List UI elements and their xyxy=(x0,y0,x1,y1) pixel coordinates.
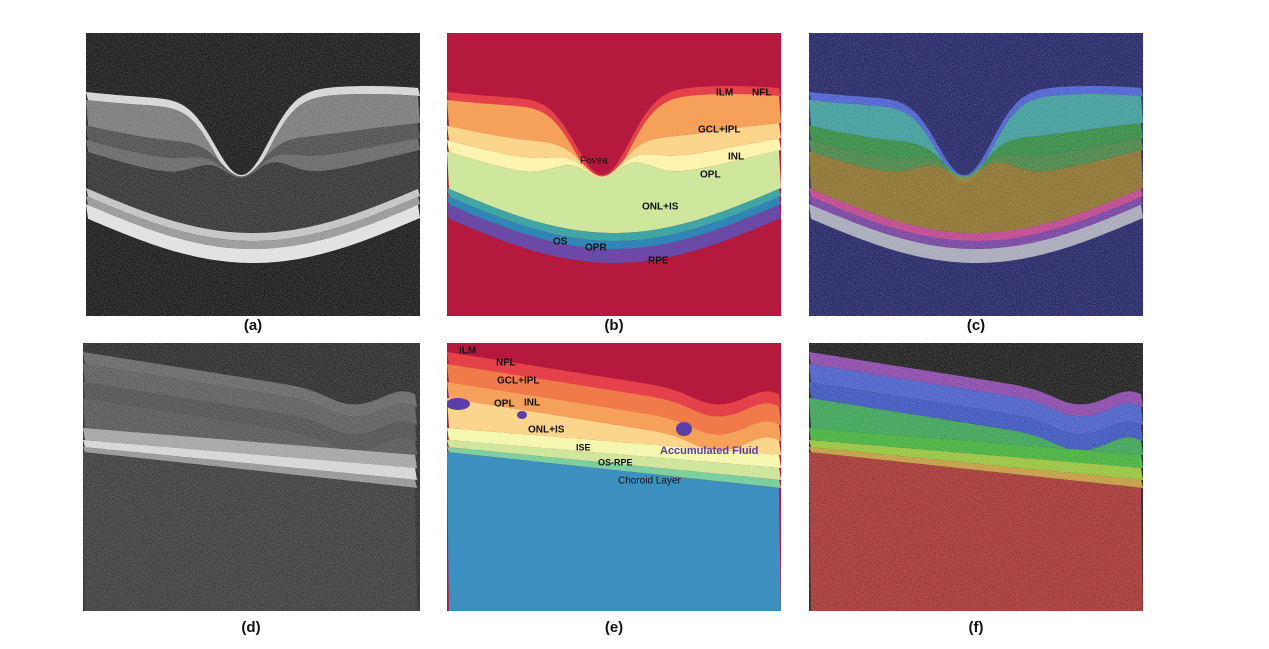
layer xyxy=(447,94,781,184)
annotation: NFL xyxy=(752,88,771,99)
layer xyxy=(447,428,781,468)
annotation: OPR xyxy=(585,243,607,254)
annotation: OPL xyxy=(494,399,515,410)
panel-label: (e) xyxy=(605,619,623,636)
layer xyxy=(447,440,781,480)
annotation: Fovea xyxy=(580,156,608,167)
annotation: Choroid Layer xyxy=(618,476,681,487)
panel-label: (f) xyxy=(969,619,984,636)
panel-d-image xyxy=(83,343,420,611)
panel-e-image xyxy=(447,343,781,611)
annotation: INL xyxy=(728,152,744,163)
panel-c-image xyxy=(809,33,1143,316)
annotation: ISE xyxy=(576,442,591,452)
annotation: OS-RPE xyxy=(598,457,633,467)
speckle xyxy=(809,343,1143,611)
panel-label: (c) xyxy=(967,317,985,334)
layer xyxy=(447,196,781,249)
annotation: OPL xyxy=(700,170,721,181)
layer xyxy=(447,86,781,183)
fluid xyxy=(517,411,527,419)
layer xyxy=(447,188,781,241)
annotation: ONL+IS xyxy=(528,425,565,436)
panel-label: (b) xyxy=(604,317,623,334)
panel-label: (a) xyxy=(244,317,262,334)
annotation: NFL xyxy=(496,358,515,369)
layer xyxy=(447,150,781,233)
layer xyxy=(447,452,781,611)
fluid xyxy=(447,398,470,410)
annotation: Accumulated Fluid xyxy=(660,445,758,457)
layer xyxy=(447,364,781,435)
annotation: OS xyxy=(553,237,568,248)
annotation: RPE xyxy=(648,256,669,267)
layer xyxy=(447,138,781,178)
annotation: GCL+IPL xyxy=(698,125,741,136)
annotation: ILM xyxy=(716,88,733,99)
annotation: ILM xyxy=(459,346,476,357)
speckle xyxy=(809,33,1143,316)
speckle xyxy=(83,343,420,611)
layer xyxy=(447,123,781,178)
panel-label: (d) xyxy=(241,619,260,636)
annotation: INL xyxy=(524,398,540,409)
layer xyxy=(447,204,781,263)
panel-f-image xyxy=(809,343,1143,611)
layer xyxy=(447,352,781,417)
panel-b-image xyxy=(447,33,781,316)
annotation: ONL+IS xyxy=(642,202,679,213)
panel-a-image xyxy=(86,33,420,316)
layer xyxy=(447,398,781,455)
layer xyxy=(447,382,781,451)
layer xyxy=(447,447,781,488)
fluid xyxy=(676,422,692,436)
annotation: GCL+IPL xyxy=(497,376,540,387)
speckle xyxy=(86,33,420,316)
